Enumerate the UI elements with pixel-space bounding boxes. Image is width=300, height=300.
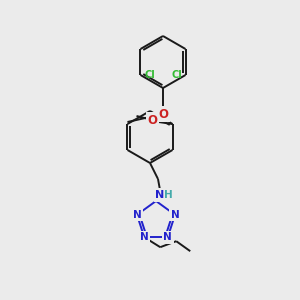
Text: N: N [133, 210, 141, 220]
Text: N: N [140, 232, 148, 242]
Text: N: N [171, 210, 179, 220]
Text: O: O [158, 107, 168, 121]
Text: N: N [155, 190, 165, 200]
Text: H: H [164, 190, 172, 200]
Text: N: N [164, 232, 172, 242]
Text: Cl: Cl [144, 70, 155, 80]
Text: O: O [148, 113, 158, 127]
Text: Cl: Cl [171, 70, 182, 80]
